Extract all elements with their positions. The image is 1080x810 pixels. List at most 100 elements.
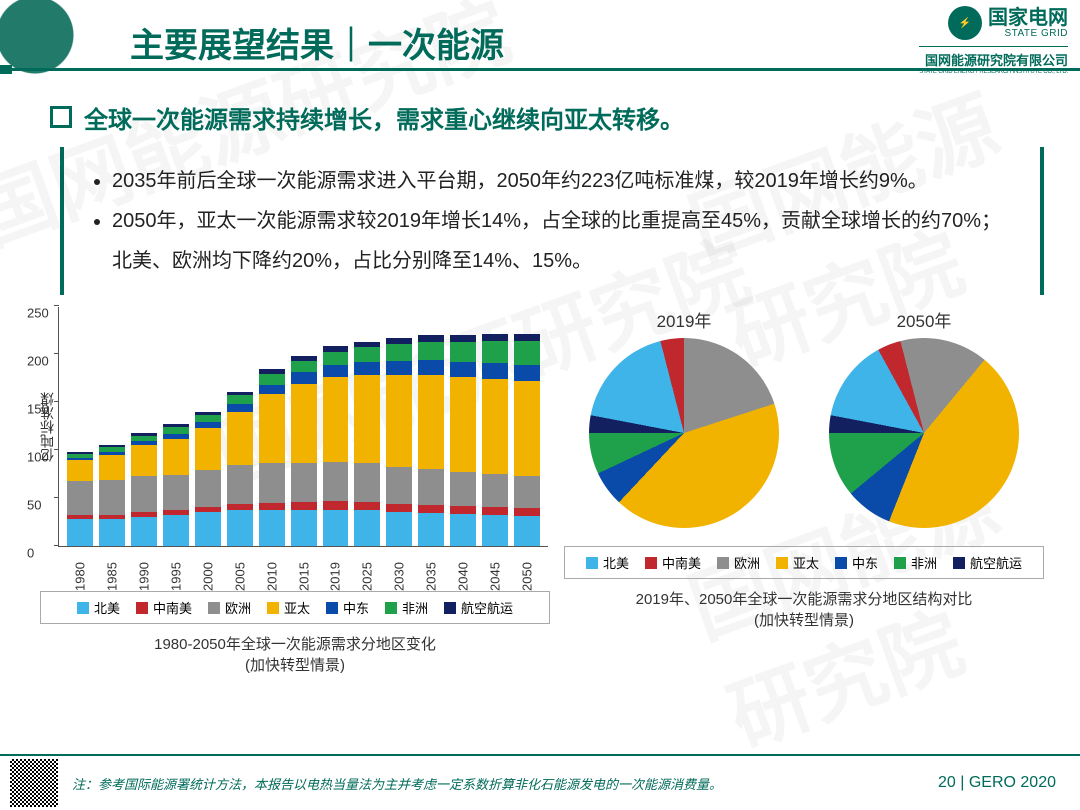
bar-segment <box>227 404 253 412</box>
bar-segment <box>450 377 476 472</box>
bar-segment <box>67 481 93 516</box>
bar-segment <box>163 475 189 511</box>
footnote-text: 注：参考国际能源署统计方法，本报告以电热当量法为主并考虑一定系数折算非化石能源发… <box>72 774 938 793</box>
bar-segment <box>323 365 349 377</box>
bar-segment <box>291 372 317 384</box>
bar-segment <box>131 517 157 546</box>
bar-segment <box>163 439 189 475</box>
bar-segment <box>482 363 508 379</box>
ytick-label: 150 <box>27 402 49 417</box>
bar-segment <box>482 474 508 507</box>
legend-label: 亚太 <box>284 598 310 617</box>
bar-segment <box>418 342 444 360</box>
bar-segment <box>67 460 93 481</box>
bar-segment <box>450 506 476 515</box>
xtick-label: 2030 <box>392 562 407 591</box>
xtick-label: 2010 <box>264 562 279 591</box>
bar-segment <box>259 385 285 395</box>
legend-label: 航空航运 <box>970 553 1022 572</box>
bar-column: 2015 <box>291 356 317 546</box>
legend-label: 中南美 <box>153 598 192 617</box>
bar-legend: 北美中南美欧洲亚太中东非洲航空航运 <box>40 591 550 624</box>
bar-segment <box>291 510 317 546</box>
legend-label: 亚太 <box>793 553 819 572</box>
bar-column: 2045 <box>482 334 508 546</box>
legend-item: 亚太 <box>776 553 819 572</box>
legend-swatch <box>136 602 148 614</box>
bar-segment <box>450 514 476 546</box>
bar-segment <box>514 516 540 546</box>
bar-segment <box>259 463 285 502</box>
xtick-label: 2045 <box>488 562 503 591</box>
pie-box: 2050年 <box>829 307 1019 528</box>
bar-segment <box>418 360 444 375</box>
legend-swatch <box>326 602 338 614</box>
ytick-label: 50 <box>27 498 41 513</box>
bar-segment <box>291 502 317 510</box>
xtick-label: 1995 <box>168 562 183 591</box>
bar-segment <box>227 510 253 546</box>
bar-segment <box>323 462 349 501</box>
legend-item: 非洲 <box>385 598 428 617</box>
bar-segment <box>482 515 508 546</box>
bar-segment <box>418 513 444 546</box>
legend-label: 欧洲 <box>225 598 251 617</box>
legend-swatch <box>894 557 906 569</box>
bar-segment <box>354 463 380 501</box>
bar-segment <box>482 341 508 363</box>
ytick-label: 200 <box>27 354 49 369</box>
qr-code-icon <box>10 759 58 807</box>
bar-segment <box>450 335 476 342</box>
bullet-item: 2050年，亚太一次能源需求较2019年增长14%，占全球的比重提高至45%，贡… <box>112 201 1018 281</box>
bar-column: 2050 <box>514 334 540 546</box>
bar-segment <box>323 510 349 546</box>
legend-swatch <box>953 557 965 569</box>
bar-segment <box>514 341 540 365</box>
legend-swatch <box>835 557 847 569</box>
legend-label: 中东 <box>343 598 369 617</box>
legend-item: 非洲 <box>894 553 937 572</box>
pie-box: 2019年 <box>589 307 779 528</box>
legend-item: 亚太 <box>267 598 310 617</box>
bullet-list: 2035年前后全球一次能源需求进入平台期，2050年约223亿吨标准煤，较201… <box>60 147 1044 295</box>
bar-caption-l1: 1980-2050年全球一次能源需求分地区变化 <box>40 634 550 655</box>
pie-title: 2019年 <box>589 307 779 332</box>
bar-segment <box>227 395 253 404</box>
charts-row: 亿吨标准煤 1980198519901995200020052010201520… <box>0 303 1080 676</box>
bar-segment <box>227 412 253 466</box>
bar-segment <box>163 515 189 546</box>
pie-chart <box>829 338 1019 528</box>
bar-segment <box>514 508 540 517</box>
bar-segment <box>259 374 285 385</box>
legend-label: 非洲 <box>911 553 937 572</box>
bar-segment <box>99 455 125 480</box>
bar-segment <box>482 334 508 341</box>
legend-swatch <box>776 557 788 569</box>
bar-column: 1980 <box>67 452 93 546</box>
bar-column: 2040 <box>450 335 476 546</box>
pie-chart <box>589 338 779 528</box>
bar-segment <box>418 375 444 469</box>
legend-item: 欧洲 <box>208 598 251 617</box>
bar-segment <box>99 480 125 516</box>
corner-decoration <box>0 0 110 110</box>
ytick-label: 0 <box>27 546 34 561</box>
bar-segment <box>259 510 285 546</box>
legend-swatch <box>717 557 729 569</box>
logo-main-en: STATE GRID <box>988 28 1068 39</box>
bar-column: 2025 <box>354 342 380 546</box>
bar-column: 1985 <box>99 445 125 546</box>
legend-label: 非洲 <box>402 598 428 617</box>
bar-segment <box>386 344 412 360</box>
xtick-label: 1980 <box>72 562 87 591</box>
bar-segment <box>354 375 380 463</box>
bar-segment <box>386 467 412 503</box>
bar-segment <box>323 377 349 461</box>
legend-item: 中东 <box>326 598 369 617</box>
legend-item: 中南美 <box>136 598 192 617</box>
legend-swatch <box>267 602 279 614</box>
bar-segment <box>259 394 285 463</box>
bar-segment <box>131 476 157 512</box>
bar-segment <box>291 463 317 502</box>
bar-segment <box>227 504 253 511</box>
